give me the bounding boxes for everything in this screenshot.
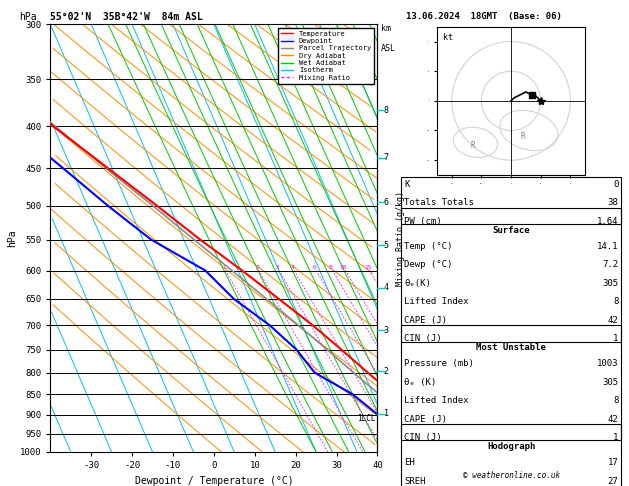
Text: Hodograph: Hodograph <box>487 442 535 451</box>
Text: 1LCL: 1LCL <box>357 414 376 423</box>
Text: 1: 1 <box>613 433 618 442</box>
Text: 2: 2 <box>255 265 259 270</box>
Text: R: R <box>521 132 525 141</box>
Legend: Temperature, Dewpoint, Parcel Trajectory, Dry Adiabat, Wet Adiabat, Isotherm, Mi: Temperature, Dewpoint, Parcel Trajectory… <box>278 28 374 84</box>
Text: R: R <box>470 141 475 150</box>
Text: 2: 2 <box>384 367 389 376</box>
Text: Dewp (°C): Dewp (°C) <box>404 260 453 269</box>
Y-axis label: hPa: hPa <box>7 229 17 247</box>
Text: Lifted Index: Lifted Index <box>404 297 469 306</box>
Text: PW (cm): PW (cm) <box>404 217 442 226</box>
Text: 38: 38 <box>608 198 618 208</box>
Text: © weatheronline.co.uk: © weatheronline.co.uk <box>463 471 560 480</box>
Text: Pressure (mb): Pressure (mb) <box>404 359 474 368</box>
Text: 7.2: 7.2 <box>602 260 618 269</box>
Text: 8: 8 <box>384 105 389 115</box>
Text: 305: 305 <box>602 279 618 288</box>
Text: CAPE (J): CAPE (J) <box>404 415 447 424</box>
Text: 3: 3 <box>384 326 389 335</box>
Text: CIN (J): CIN (J) <box>404 334 442 343</box>
Text: Temp (°C): Temp (°C) <box>404 242 453 251</box>
X-axis label: Dewpoint / Temperature (°C): Dewpoint / Temperature (°C) <box>135 476 293 486</box>
Text: 4: 4 <box>291 265 294 270</box>
Text: 10: 10 <box>340 265 347 270</box>
Text: Totals Totals: Totals Totals <box>404 198 474 208</box>
Text: 6: 6 <box>313 265 316 270</box>
Text: 1: 1 <box>222 265 226 270</box>
Text: Mixing Ratio (g/kg): Mixing Ratio (g/kg) <box>396 191 405 286</box>
Text: 3: 3 <box>276 265 279 270</box>
Text: CAPE (J): CAPE (J) <box>404 316 447 325</box>
Text: 0: 0 <box>613 180 618 189</box>
Text: Surface: Surface <box>493 226 530 235</box>
Text: Lifted Index: Lifted Index <box>404 396 469 405</box>
Text: 1.64: 1.64 <box>597 217 618 226</box>
Text: 13.06.2024  18GMT  (Base: 06): 13.06.2024 18GMT (Base: 06) <box>406 12 562 21</box>
Text: 27: 27 <box>608 476 618 486</box>
Text: θₑ(K): θₑ(K) <box>404 279 431 288</box>
Text: 6: 6 <box>384 198 389 207</box>
Text: km: km <box>381 24 391 34</box>
Text: hPa: hPa <box>19 12 36 22</box>
Text: SREH: SREH <box>404 476 426 486</box>
Text: 5: 5 <box>384 241 389 250</box>
Text: 4: 4 <box>384 283 389 293</box>
Text: 1: 1 <box>384 409 389 418</box>
Text: EH: EH <box>404 458 415 467</box>
Text: 7: 7 <box>384 154 389 162</box>
Text: Most Unstable: Most Unstable <box>476 344 547 352</box>
Text: 8: 8 <box>329 265 333 270</box>
Text: ASL: ASL <box>381 44 396 53</box>
Text: 8: 8 <box>613 297 618 306</box>
Text: kt: kt <box>443 33 453 42</box>
Text: 1: 1 <box>613 334 618 343</box>
Text: 17: 17 <box>608 458 618 467</box>
Text: 42: 42 <box>608 316 618 325</box>
Text: CIN (J): CIN (J) <box>404 433 442 442</box>
Text: 8: 8 <box>613 396 618 405</box>
Text: 305: 305 <box>602 378 618 387</box>
Text: 42: 42 <box>608 415 618 424</box>
Text: θₑ (K): θₑ (K) <box>404 378 437 387</box>
Text: 55°02'N  35B°42'W  84m ASL: 55°02'N 35B°42'W 84m ASL <box>50 12 203 22</box>
Text: 15: 15 <box>364 265 371 270</box>
Text: 14.1: 14.1 <box>597 242 618 251</box>
Text: K: K <box>404 180 410 189</box>
Text: 1003: 1003 <box>597 359 618 368</box>
